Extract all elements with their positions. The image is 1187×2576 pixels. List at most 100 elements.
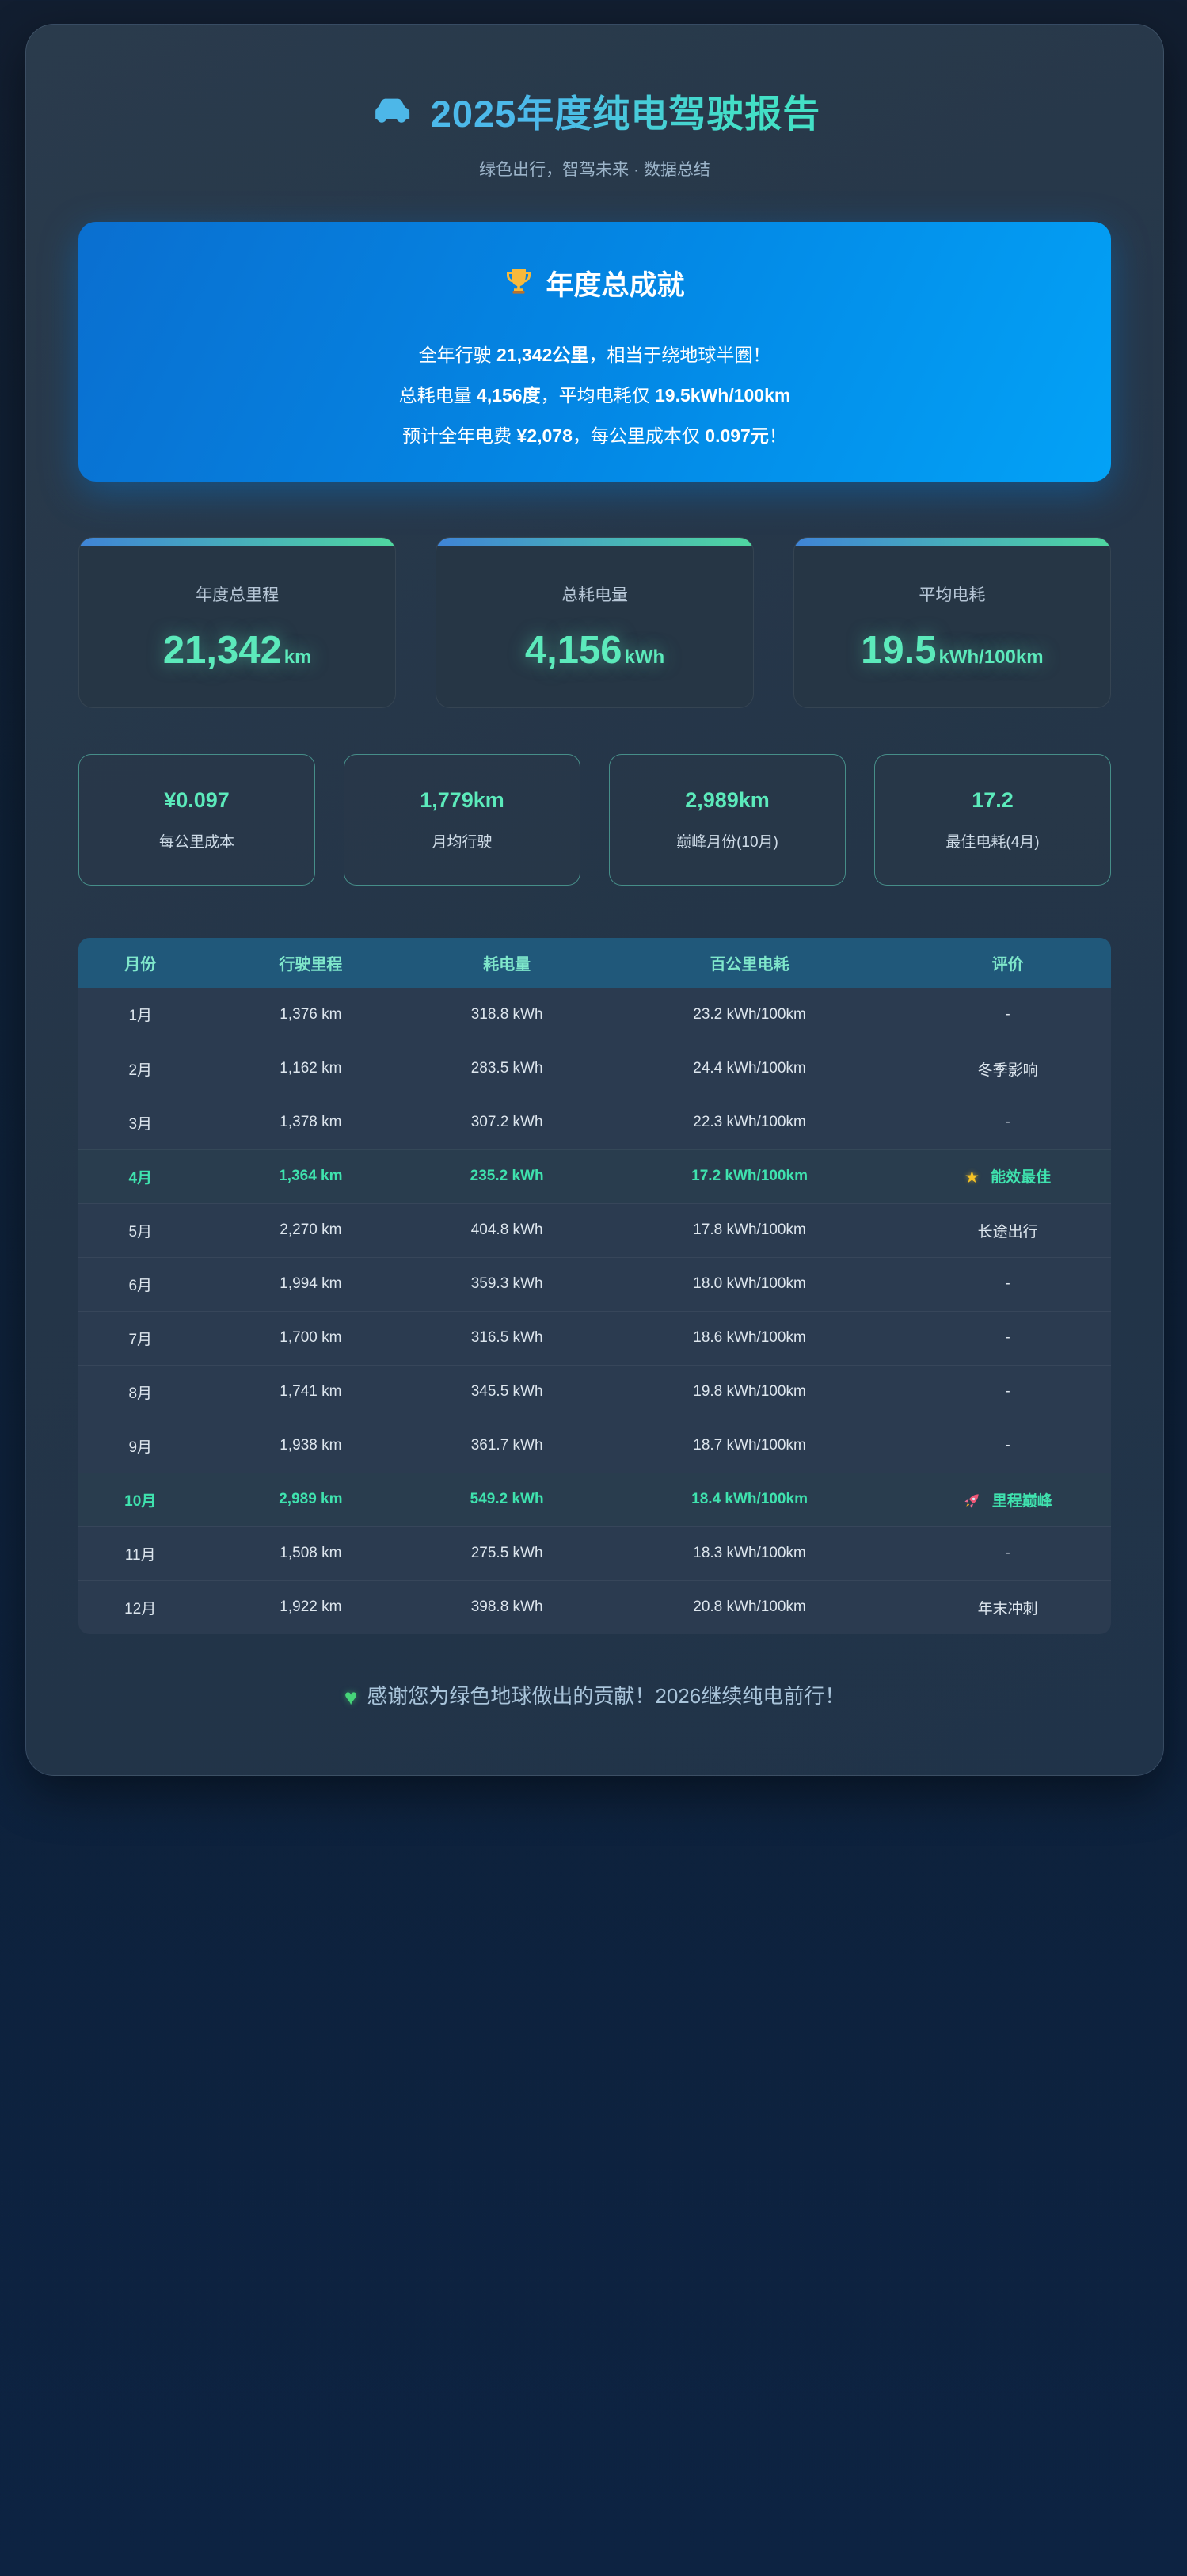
cell-energy: 275.5 kWh [419,1526,595,1581]
stat-unit: kWh/100km [938,646,1044,668]
car-icon [369,94,415,128]
stat-label: 平均电耗 [919,586,986,604]
cell-energy: 235.2 kWh [419,1149,595,1204]
cell-energy: 283.5 kWh [419,1042,595,1096]
cell-consumption: 19.8 kWh/100km [594,1365,905,1419]
remark-text: 能效最佳 [991,1168,1052,1186]
cell-consumption: 23.2 kWh/100km [594,988,905,1042]
mini-card-best-consumption: 17.2 最佳电耗(4月) [874,754,1111,886]
cell-distance: 1,938 km [202,1419,420,1473]
cell-consumption: 18.0 kWh/100km [594,1257,905,1312]
cell-month: 10月 [78,1473,203,1527]
cell-consumption: 17.8 kWh/100km [594,1203,905,1258]
cell-energy: 345.5 kWh [419,1365,595,1419]
achievement-title: 年度总成就 [546,270,685,301]
cell-month: 4月 [78,1149,203,1204]
table-row: 8月 1,741 km 345.5 kWh 19.8 kWh/100km ★ - [78,1365,1111,1419]
remark-text: - [1005,1275,1010,1292]
achievement-line-1: 全年行驶 21,342公里，相当于绕地球半圈！ [418,345,771,365]
cell-distance: 1,364 km [202,1149,420,1204]
mini-stats-grid: ¥0.097 每公里成本 1,779km 月均行驶 2,989km 巅峰月份(1… [78,754,1111,886]
mini-label: 巅峰月份(10月) [676,834,778,851]
remark-text: 里程巅峰 [991,1492,1052,1510]
stat-unit: km [283,646,312,668]
cell-consumption: 18.7 kWh/100km [594,1419,905,1473]
table-row: 3月 1,378 km 307.2 kWh 22.3 kWh/100km ★ - [78,1096,1111,1150]
table-row: 12月 1,922 km 398.8 kWh 20.8 kWh/100km ★ … [78,1580,1111,1634]
footer-text: 感谢您为绿色地球做出的贡献！2026继续纯电前行！ [367,1684,846,1708]
achievement-line-2: 总耗电量 4,156度，平均电耗仅 19.5kWh/100km [398,385,791,406]
cell-remark: ★ 长途出行 [904,1203,1111,1258]
cell-consumption: 17.2 kWh/100km [594,1149,905,1204]
stat-label: 总耗电量 [561,586,628,604]
annual-report-card: 2025年度纯电驾驶报告 绿色出行，智驾未来 · 数据总结 年度总成就 全年行驶… [25,24,1164,1776]
report-header: 2025年度纯电驾驶报告 [78,83,1111,138]
table-row: 1月 1,376 km 318.8 kWh 23.2 kWh/100km ★ - [78,988,1111,1042]
header-distance: 行驶里程 [202,938,420,988]
stat-card-total-energy: 总耗电量 4,156 kWh [436,537,754,708]
page-subtitle: 绿色出行，智驾未来 · 数据总结 [479,161,710,179]
heart-icon: ♥ [344,1685,358,1709]
table-row: 6月 1,994 km 359.3 kWh 18.0 kWh/100km ★ - [78,1257,1111,1312]
remark-text: - [1005,1545,1010,1561]
cell-distance: 1,922 km [202,1580,420,1634]
stat-value: 4,156 kWh [524,629,665,672]
cell-distance: 1,741 km [202,1365,420,1419]
report-footer: ♥ 感谢您为绿色地球做出的贡献！2026继续纯电前行！ [78,1680,1111,1710]
cell-remark: ★ 里程巅峰 [904,1473,1111,1527]
cell-energy: 549.2 kWh [419,1473,595,1527]
cell-energy: 404.8 kWh [419,1203,595,1258]
cell-energy: 316.5 kWh [419,1311,595,1366]
remark-text: - [1005,1114,1010,1130]
mini-card-peak-month: 2,989km 巅峰月份(10月) [609,754,846,886]
mini-value: 1,779km [420,788,504,812]
cell-remark: ★ - [904,1419,1111,1473]
cell-month: 9月 [78,1419,203,1473]
table-row: 10月 2,989 km 549.2 kWh 18.4 kWh/100km ★ … [78,1473,1111,1527]
stat-card-accent-strip [79,538,396,546]
mini-value: 2,989km [685,788,770,812]
cell-remark: ★ - [904,988,1111,1042]
cell-energy: 361.7 kWh [419,1419,595,1473]
stat-value: 19.5 kWh/100km [861,629,1044,672]
stat-card-avg-consumption: 平均电耗 19.5 kWh/100km [793,537,1111,708]
cell-energy: 398.8 kWh [419,1580,595,1634]
cell-month: 5月 [78,1203,203,1258]
mini-label: 月均行驶 [432,834,493,851]
remark-text: 长途出行 [977,1223,1038,1240]
header-month: 月份 [78,938,203,988]
cell-consumption: 24.4 kWh/100km [594,1042,905,1096]
table-row: 11月 1,508 km 275.5 kWh 18.3 kWh/100km ★ … [78,1526,1111,1581]
cell-month: 8月 [78,1365,203,1419]
cell-remark: ★ 能效最佳 [904,1149,1111,1204]
stat-unit: kWh [624,646,665,668]
cell-consumption: 22.3 kWh/100km [594,1096,905,1150]
cell-distance: 2,270 km [202,1203,420,1258]
stat-card-accent-strip [793,538,1110,546]
mini-label: 每公里成本 [158,834,234,851]
stat-card-accent-strip [436,538,753,546]
cell-distance: 1,508 km [202,1526,420,1581]
mini-value: ¥0.097 [164,788,230,812]
mini-label: 最佳电耗(4月) [945,834,1040,851]
cell-energy: 318.8 kWh [419,988,595,1042]
cell-month: 1月 [78,988,203,1042]
cell-remark: ★ - [904,1096,1111,1150]
stats-grid: 年度总里程 21,342 km 总耗电量 4,156 kWh 平均电耗 19.5 kW… [78,537,1111,708]
cell-consumption: 18.4 kWh/100km [594,1473,905,1527]
header-remark: 评价 [904,938,1111,988]
monthly-table-header: 月份 行驶里程 耗电量 百公里电耗 评价 [78,938,1111,988]
monthly-table-body: 1月 1,376 km 318.8 kWh 23.2 kWh/100km ★ -… [78,988,1111,1634]
stat-card-total-mileage: 年度总里程 21,342 km [78,537,397,708]
cell-remark: ★ 冬季影响 [904,1042,1111,1096]
cell-month: 11月 [78,1526,203,1581]
cell-month: 6月 [78,1257,203,1312]
cell-distance: 1,994 km [202,1257,420,1312]
trophy-icon [504,267,533,299]
cell-month: 12月 [78,1580,203,1634]
star-icon: ★ [964,1168,980,1187]
remark-text: - [1005,1437,1010,1454]
table-row: 2月 1,162 km 283.5 kWh 24.4 kWh/100km ★ 冬… [78,1042,1111,1096]
cell-distance: 1,700 km [202,1311,420,1366]
stat-value: 21,342 km [162,629,312,672]
